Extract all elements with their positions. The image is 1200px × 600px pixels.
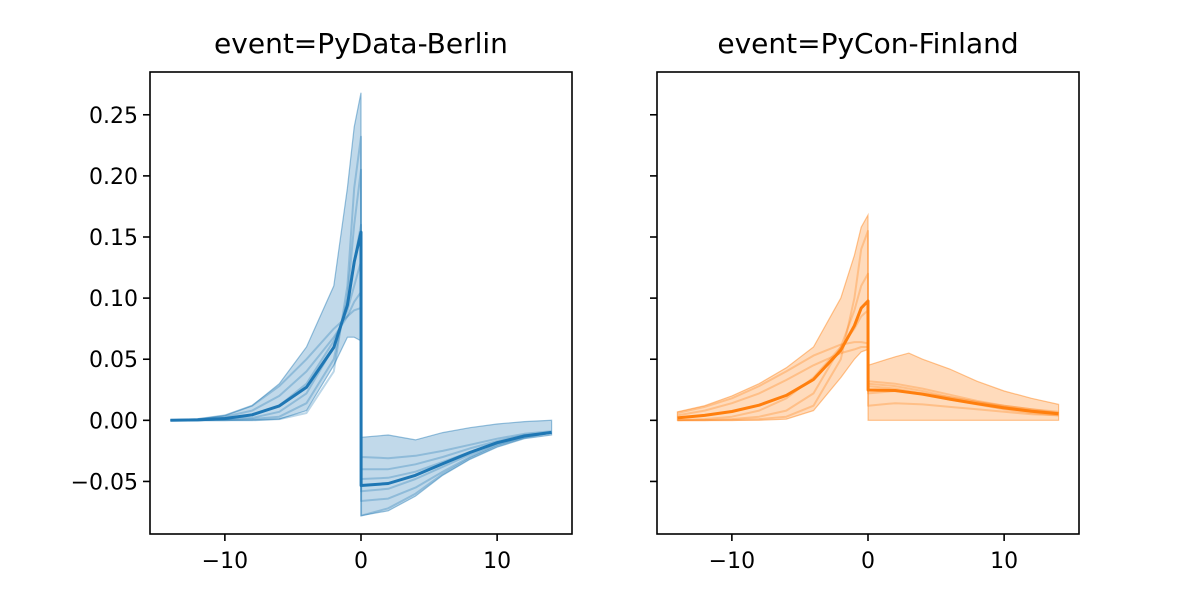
series-line (677, 346, 1059, 417)
series-line (677, 272, 1059, 422)
series-line (170, 306, 552, 460)
y-tick-label: 0.05 (89, 348, 138, 373)
series-line (677, 309, 1059, 422)
plot-area (170, 92, 553, 517)
subplot-pycon-finland: event=PyCon-Finland −10 0 10 (650, 27, 1080, 574)
mean-line (170, 230, 552, 487)
y-tick-label: 0.15 (89, 226, 138, 251)
x-tick-label: 10 (483, 549, 511, 574)
series-line (170, 135, 552, 517)
y-tick-label: −0.05 (71, 470, 138, 495)
y-tick-label: 0.00 (89, 409, 138, 434)
x-tick-label: 0 (354, 549, 368, 574)
x-tick-label: −10 (709, 549, 755, 574)
plot-area (676, 212, 1060, 422)
series-line (170, 291, 552, 471)
x-tick-label: 10 (990, 549, 1018, 574)
axis-ticks: −10 0 10 (650, 113, 1018, 574)
y-tick-label: 0.25 (89, 104, 138, 129)
axis-ticks: −10 0 10 −0.05 0.00 0.05 0.10 0.15 0.20 0.25 (71, 104, 512, 574)
subplot-title: event=PyCon-Finland (717, 27, 1018, 60)
mean-line (677, 299, 1059, 420)
series-line (170, 168, 552, 502)
y-tick-label: 0.10 (89, 287, 138, 312)
x-tick-label: −10 (202, 549, 248, 574)
subplot-pydata-berlin: event=PyData-Berlin −10 0 10 −0.05 0.00 0.05 0… (71, 27, 573, 574)
x-tick-label: 0 (861, 549, 875, 574)
subplot-title: event=PyData-Berlin (214, 27, 508, 60)
y-tick-label: 0.20 (89, 165, 138, 190)
series-line (677, 341, 1059, 417)
